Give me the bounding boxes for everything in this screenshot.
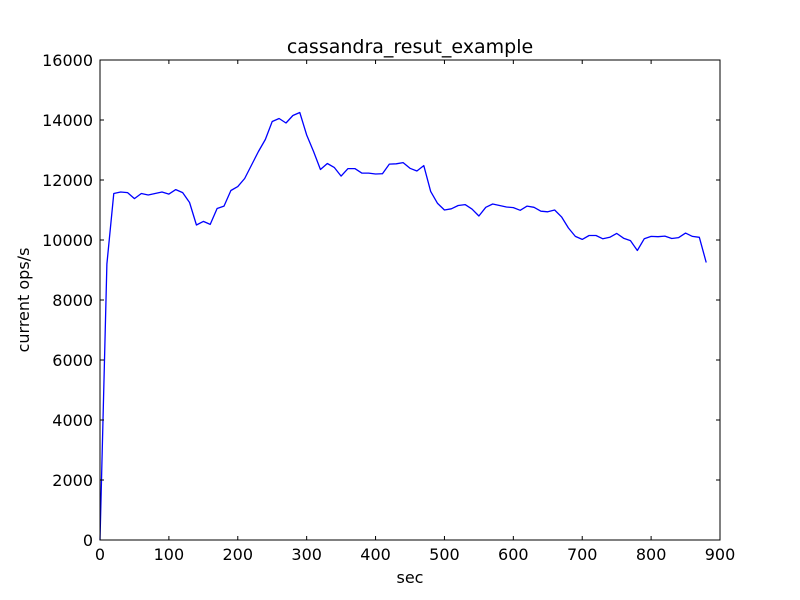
- x-tick-label: 600: [498, 545, 529, 564]
- y-axis-label: current ops/s: [14, 248, 33, 353]
- plot-frame: [99, 59, 721, 541]
- x-tick-label: 200: [223, 545, 254, 564]
- y-tick-label: 14000: [42, 111, 93, 130]
- y-tick-label: 4000: [52, 411, 93, 430]
- y-tick-label: 2000: [52, 471, 93, 490]
- series-line: [99, 111, 707, 541]
- x-tick-label: 400: [360, 545, 391, 564]
- x-axis-ticks: 0 100 200 300 400 500 600 700 800 900: [95, 60, 735, 564]
- x-tick-label: 500: [429, 545, 460, 564]
- x-tick-label: 700: [567, 545, 598, 564]
- y-tick-label: 10000: [42, 231, 93, 250]
- x-tick-label: 0: [95, 545, 105, 564]
- y-axis-ticks: 0 2000 4000 6000 8000 10000 12000 14000 16000: [42, 51, 720, 550]
- x-tick-label: 100: [154, 545, 185, 564]
- y-tick-label: 16000: [42, 51, 93, 70]
- plot-area: [99, 111, 707, 541]
- y-tick-label: 12000: [42, 171, 93, 190]
- chart-title: cassandra_resut_example: [287, 36, 533, 58]
- y-tick-label: 0: [83, 531, 93, 550]
- x-axis-label: sec: [397, 568, 424, 587]
- x-tick-label: 800: [636, 545, 667, 564]
- x-tick-label: 900: [705, 545, 736, 564]
- y-tick-label: 8000: [52, 291, 93, 310]
- x-tick-label: 300: [291, 545, 322, 564]
- y-tick-label: 6000: [52, 351, 93, 370]
